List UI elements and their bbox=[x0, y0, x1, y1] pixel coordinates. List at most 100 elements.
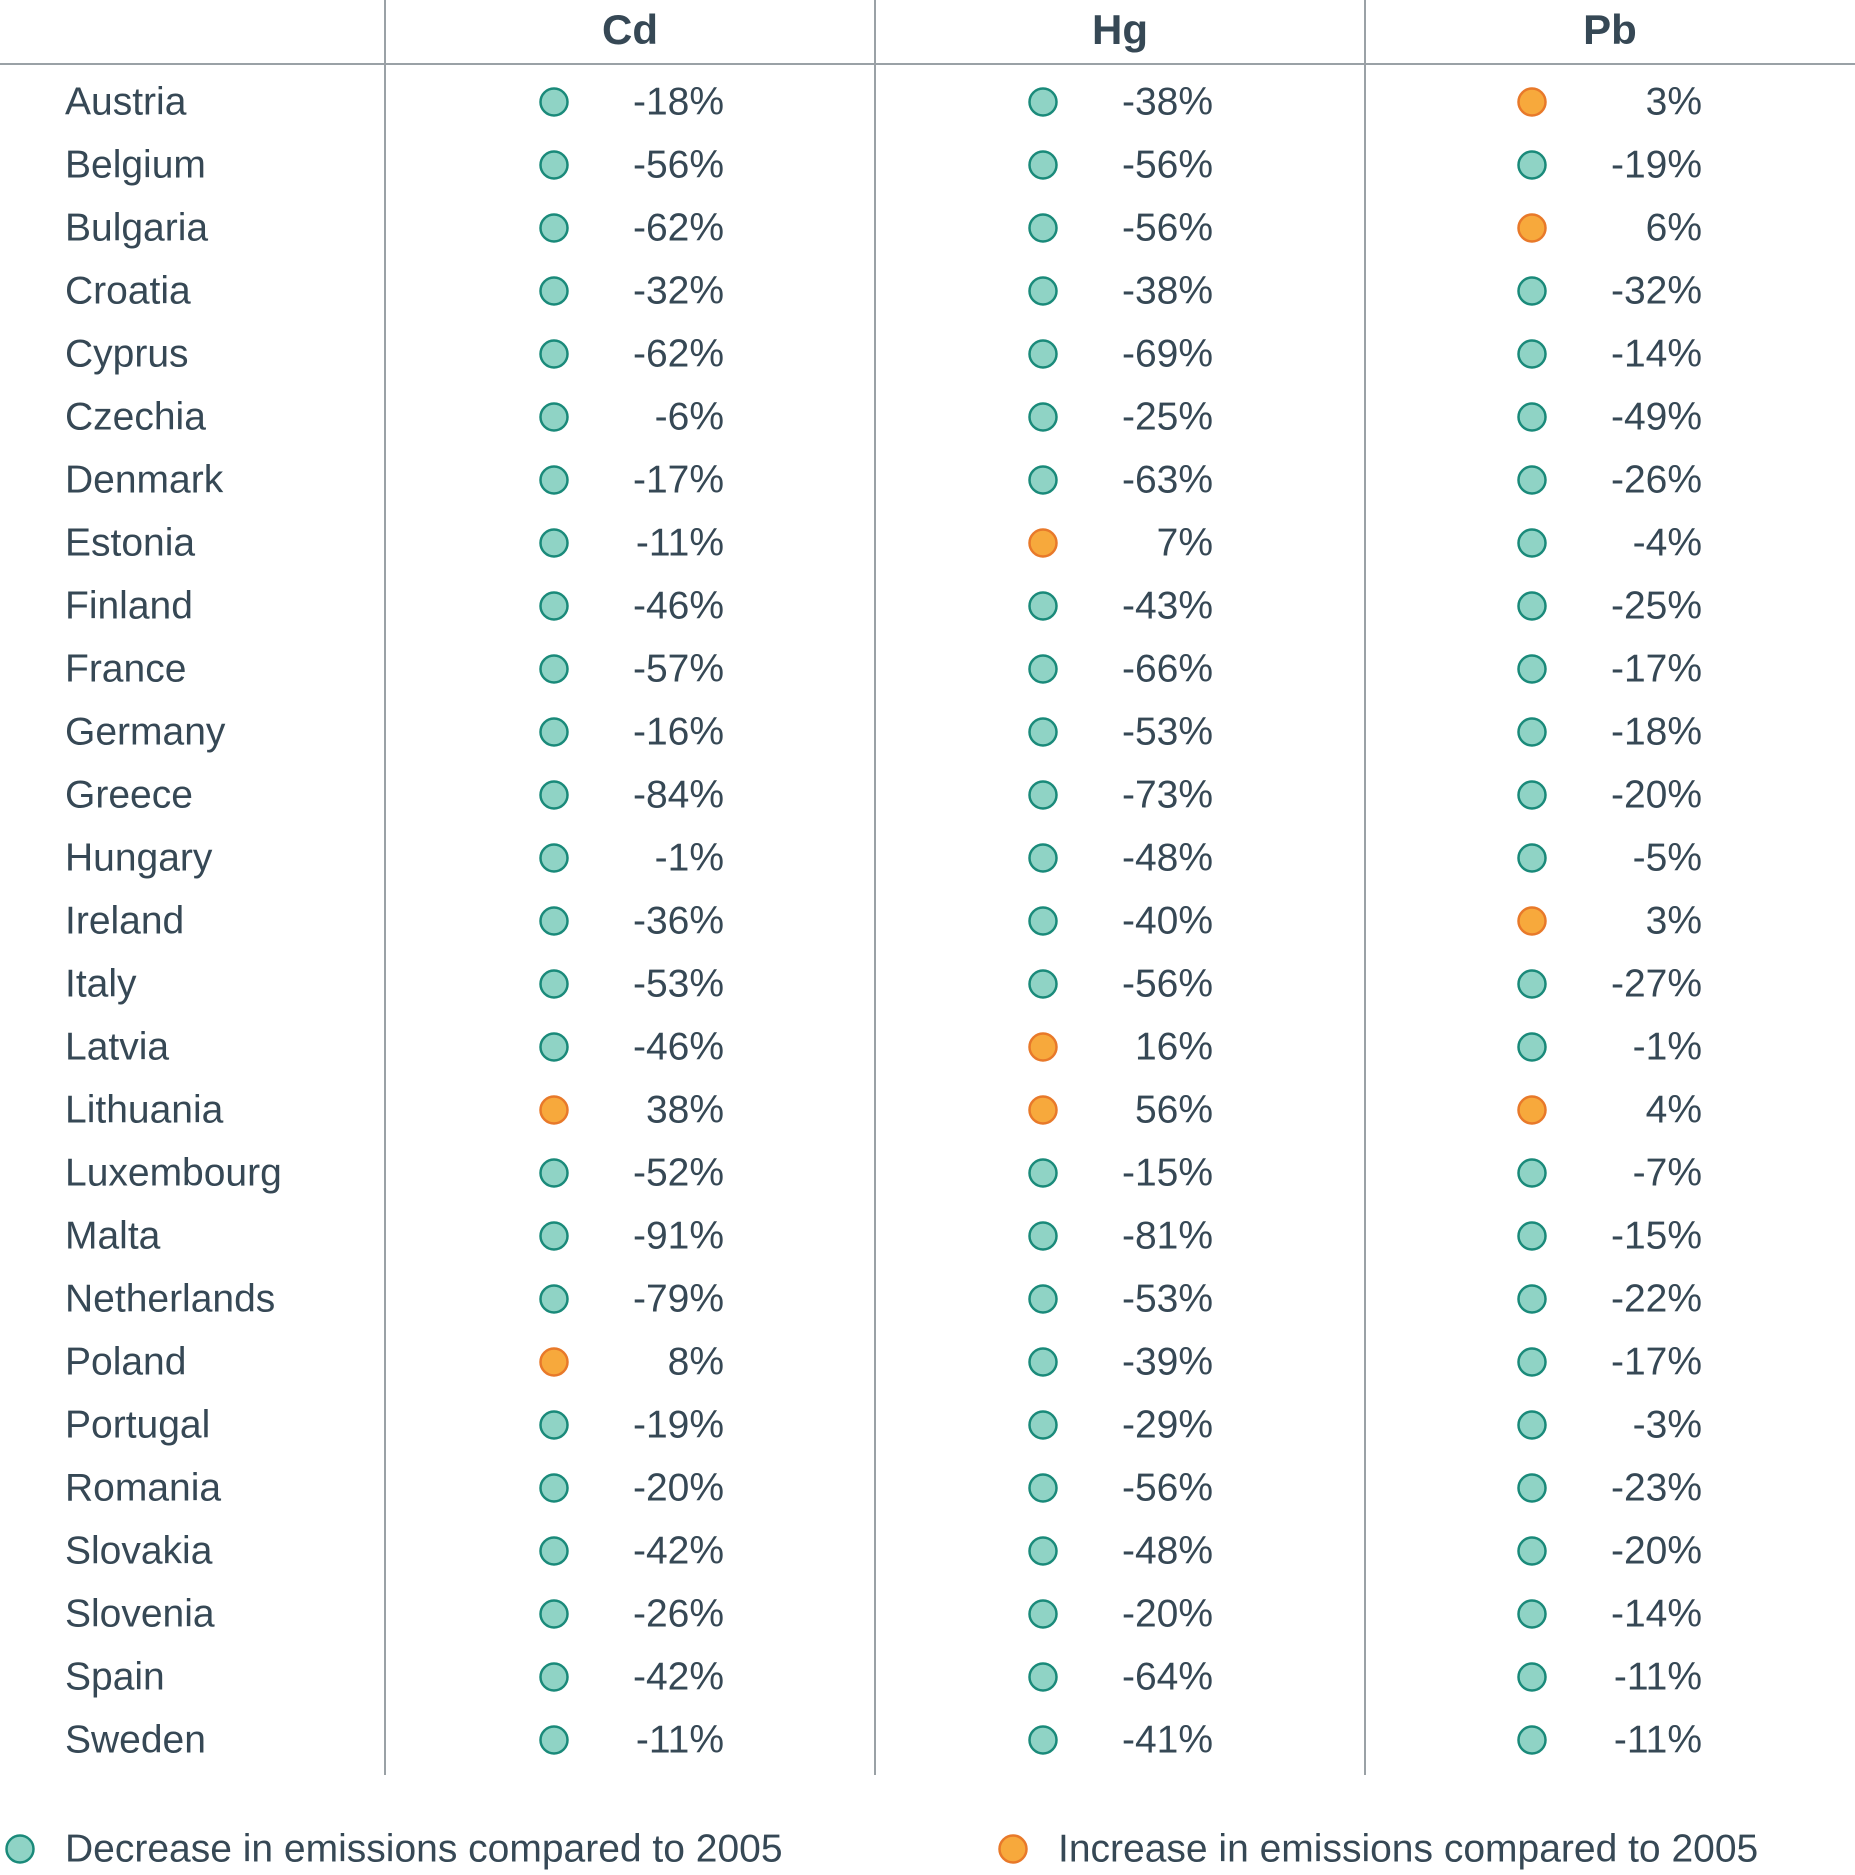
value-cd: -42% bbox=[633, 1530, 724, 1573]
decrease-marker bbox=[1517, 1158, 1547, 1188]
decrease-marker bbox=[1028, 276, 1058, 306]
country-label: Belgium bbox=[65, 144, 206, 187]
table-row: Netherlands -79% -53% -22% bbox=[65, 1278, 1702, 1321]
table-row: France -57% -66% -17% bbox=[65, 648, 1702, 691]
value-cd: -42% bbox=[633, 1656, 724, 1699]
decrease-marker bbox=[539, 1725, 569, 1755]
value-hg: -56% bbox=[1122, 207, 1213, 250]
decrease-marker bbox=[1517, 654, 1547, 684]
table-row: Bulgaria -62% -56% 6% bbox=[65, 207, 1702, 250]
table-row: Denmark -17% -63% -26% bbox=[65, 459, 1702, 502]
decrease-marker bbox=[1517, 1410, 1547, 1440]
value-cd: -79% bbox=[633, 1278, 724, 1321]
country-label: Estonia bbox=[65, 522, 195, 565]
value-cd: -32% bbox=[633, 270, 724, 313]
value-pb: -20% bbox=[1611, 774, 1702, 817]
increase-marker bbox=[1028, 528, 1058, 558]
table-row: Greece -84% -73% -20% bbox=[65, 774, 1702, 817]
value-pb: -14% bbox=[1611, 1593, 1702, 1636]
value-pb: 4% bbox=[1646, 1089, 1702, 1132]
decrease-marker bbox=[1517, 843, 1547, 873]
decrease-marker bbox=[1517, 969, 1547, 999]
value-pb: -32% bbox=[1611, 270, 1702, 313]
value-cd: -62% bbox=[633, 333, 724, 376]
table-row: Malta -91% -81% -15% bbox=[65, 1215, 1702, 1258]
value-hg: -25% bbox=[1122, 396, 1213, 439]
value-cd: -11% bbox=[636, 1719, 724, 1762]
value-hg: -73% bbox=[1122, 774, 1213, 817]
decrease-marker bbox=[539, 843, 569, 873]
decrease-marker bbox=[1517, 1536, 1547, 1566]
value-cd: 8% bbox=[668, 1341, 724, 1384]
decrease-marker bbox=[1517, 1662, 1547, 1692]
decrease-marker bbox=[1517, 339, 1547, 369]
value-hg: 56% bbox=[1135, 1089, 1213, 1132]
decrease-marker bbox=[1028, 150, 1058, 180]
legend-label: Decrease in emissions compared to 2005 bbox=[65, 1828, 783, 1871]
value-cd: -18% bbox=[633, 81, 724, 124]
increase-marker bbox=[1517, 1095, 1547, 1125]
decrease-marker bbox=[539, 150, 569, 180]
decrease-marker bbox=[1028, 591, 1058, 621]
value-cd: -91% bbox=[633, 1215, 724, 1258]
value-hg: -69% bbox=[1122, 333, 1213, 376]
table-row: Slovenia -26% -20% -14% bbox=[65, 1593, 1702, 1636]
value-cd: 38% bbox=[646, 1089, 724, 1132]
value-pb: -20% bbox=[1611, 1530, 1702, 1573]
value-cd: -36% bbox=[633, 900, 724, 943]
value-pb: -15% bbox=[1611, 1215, 1702, 1258]
table-row: Finland -46% -43% -25% bbox=[65, 585, 1702, 628]
column-header-pb: Pb bbox=[1583, 6, 1637, 53]
value-pb: -25% bbox=[1611, 585, 1702, 628]
decrease-marker bbox=[1517, 528, 1547, 558]
table-row: Cyprus -62% -69% -14% bbox=[65, 333, 1702, 376]
value-pb: -11% bbox=[1614, 1656, 1702, 1699]
decrease-marker bbox=[1517, 1599, 1547, 1629]
decrease-marker bbox=[1517, 717, 1547, 747]
decrease-marker bbox=[539, 1599, 569, 1629]
decrease-marker bbox=[1517, 1284, 1547, 1314]
increase-legend-marker bbox=[998, 1834, 1028, 1864]
value-cd: -19% bbox=[633, 1404, 724, 1447]
increase-marker bbox=[539, 1347, 569, 1377]
table-row: Sweden -11% -41% -11% bbox=[65, 1719, 1702, 1762]
decrease-marker bbox=[1028, 402, 1058, 432]
decrease-marker bbox=[1028, 780, 1058, 810]
table-row: Spain -42% -64% -11% bbox=[65, 1656, 1702, 1699]
value-hg: -53% bbox=[1122, 711, 1213, 754]
value-cd: -1% bbox=[655, 837, 724, 880]
decrease-marker bbox=[1517, 1032, 1547, 1062]
value-hg: -63% bbox=[1122, 459, 1213, 502]
decrease-marker bbox=[539, 465, 569, 495]
value-hg: 7% bbox=[1157, 522, 1213, 565]
value-pb: 3% bbox=[1646, 81, 1702, 124]
increase-marker bbox=[1028, 1032, 1058, 1062]
decrease-marker bbox=[1028, 1221, 1058, 1251]
increase-marker bbox=[1517, 87, 1547, 117]
value-pb: -7% bbox=[1633, 1152, 1702, 1195]
decrease-marker bbox=[1517, 1347, 1547, 1377]
country-label: Portugal bbox=[65, 1404, 210, 1447]
value-hg: -43% bbox=[1122, 585, 1213, 628]
table-row: Czechia -6% -25% -49% bbox=[65, 396, 1702, 439]
country-label: Ireland bbox=[65, 900, 184, 943]
value-pb: -18% bbox=[1611, 711, 1702, 754]
value-pb: -1% bbox=[1633, 1026, 1702, 1069]
increase-marker bbox=[539, 1095, 569, 1125]
table-row: Lithuania 38% 56% 4% bbox=[65, 1089, 1702, 1132]
decrease-marker bbox=[1517, 276, 1547, 306]
value-hg: -38% bbox=[1122, 81, 1213, 124]
country-label: Luxembourg bbox=[65, 1152, 282, 1195]
country-label: Hungary bbox=[65, 837, 213, 880]
value-hg: -53% bbox=[1122, 1278, 1213, 1321]
decrease-marker bbox=[539, 528, 569, 558]
value-pb: -49% bbox=[1611, 396, 1702, 439]
decrease-marker bbox=[1517, 780, 1547, 810]
value-hg: -81% bbox=[1122, 1215, 1213, 1258]
country-label: Poland bbox=[65, 1341, 186, 1384]
decrease-marker bbox=[539, 969, 569, 999]
value-hg: -56% bbox=[1122, 963, 1213, 1006]
legend-item: Increase in emissions compared to 2005 bbox=[998, 1828, 1758, 1871]
decrease-marker bbox=[539, 339, 569, 369]
